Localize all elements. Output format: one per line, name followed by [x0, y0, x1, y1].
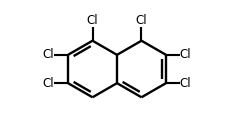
Text: Cl: Cl: [180, 77, 191, 90]
Text: Cl: Cl: [180, 48, 191, 61]
Text: Cl: Cl: [136, 14, 147, 27]
Text: Cl: Cl: [43, 77, 54, 90]
Text: Cl: Cl: [87, 14, 98, 27]
Text: Cl: Cl: [43, 48, 54, 61]
